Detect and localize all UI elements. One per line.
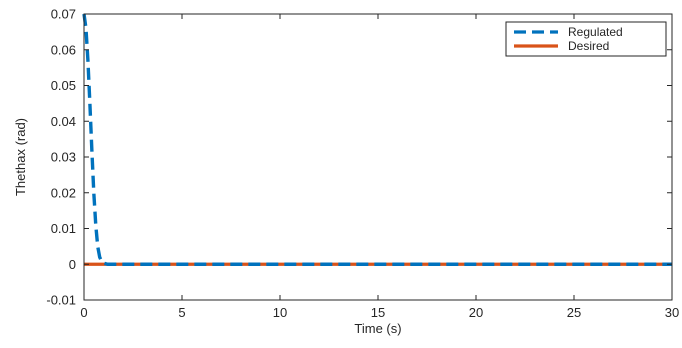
x-tick-label: 0 [80, 305, 87, 320]
x-tick-label: 10 [273, 305, 287, 320]
y-tick-label: 0.07 [51, 7, 76, 22]
x-tick-label: 15 [371, 305, 385, 320]
y-tick-label: 0.01 [51, 221, 76, 236]
y-tick-label: 0.03 [51, 150, 76, 165]
y-tick-label: 0.02 [51, 185, 76, 200]
legend-box [505, 21, 667, 57]
x-axis-label: Time (s) [354, 321, 401, 336]
y-tick-label: 0 [69, 257, 76, 272]
axes-box [83, 13, 673, 301]
series-line-regulated [82, 13, 672, 266]
x-tick-label: 20 [469, 305, 483, 320]
legend-label: Desired [568, 39, 609, 53]
x-tick-label: 30 [665, 305, 679, 320]
y-tick-label: 0.04 [51, 114, 76, 129]
y-tick-label: 0.06 [51, 42, 76, 57]
y-tick-label: -0.01 [46, 293, 76, 308]
ticks-layer: 0 5 10 15 20 25 30 -0.01 0 0.01 0.02 0.03 0.04 0.05 0.… [46, 7, 679, 321]
x-tick-label: 5 [178, 305, 185, 320]
x-tick-label: 25 [567, 305, 581, 320]
y-axis-label: Thethax (rad) [13, 118, 28, 196]
y-tick-label: 0.05 [51, 78, 76, 93]
series-layer [82, 13, 672, 266]
legend-label: Regulated [568, 25, 623, 39]
